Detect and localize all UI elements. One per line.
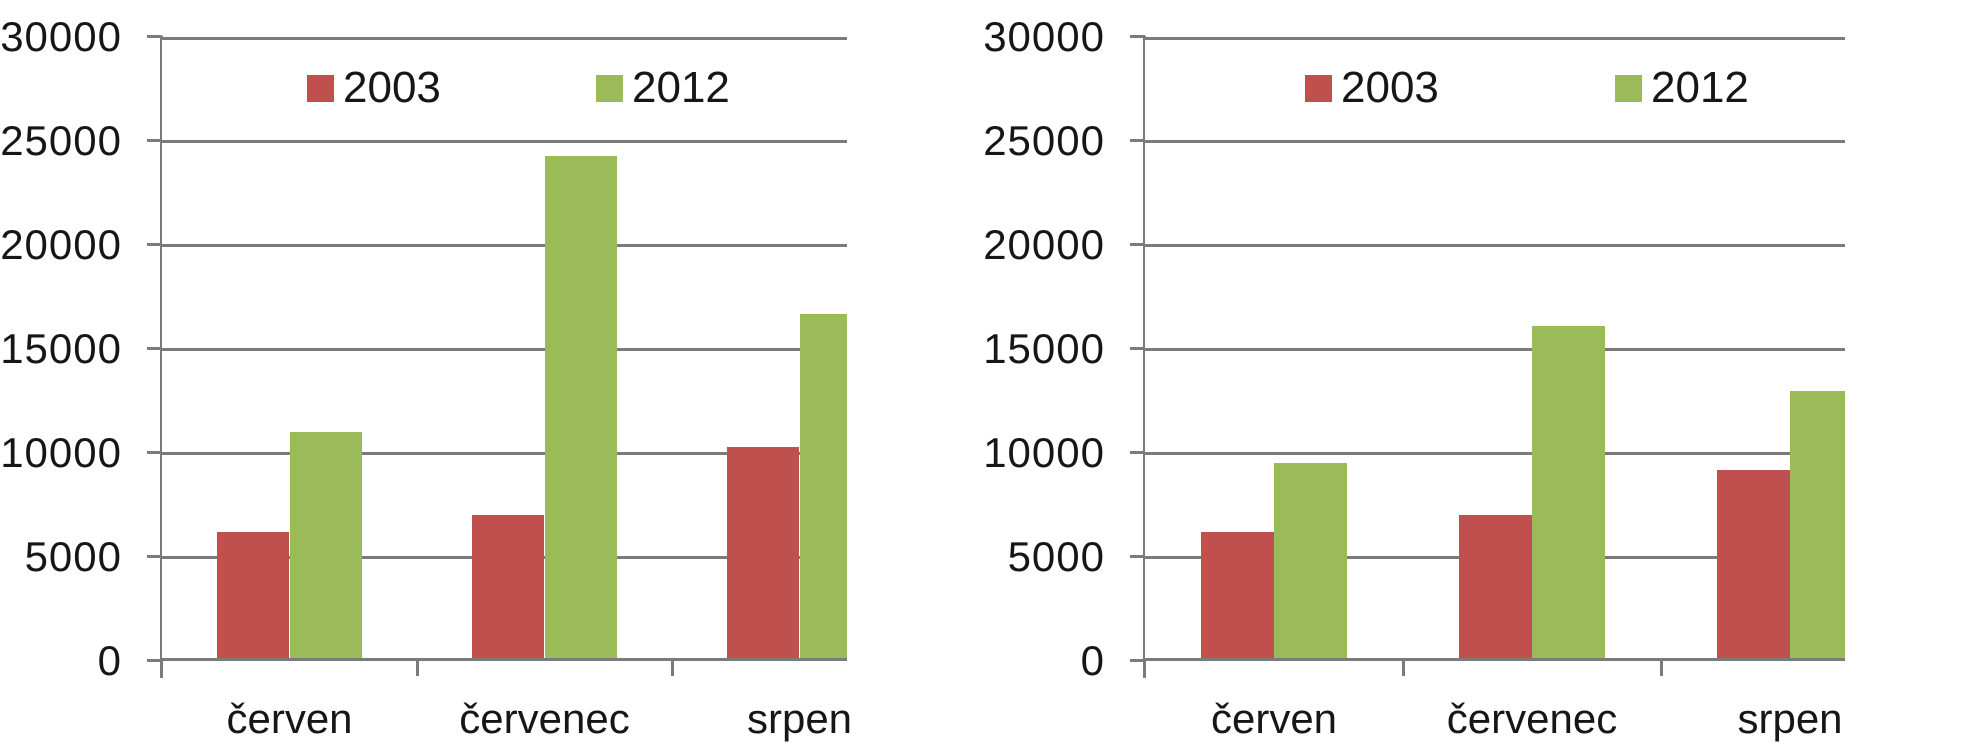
gridline (162, 140, 847, 143)
gridline (162, 348, 847, 351)
y-axis-tick (147, 35, 162, 38)
legend-item-2012: 2012 (596, 64, 730, 112)
y-axis-tick (1130, 243, 1145, 246)
x-category-label: červen (1210, 695, 1338, 742)
gridline (162, 37, 847, 40)
bar-group-červenec (1403, 37, 1661, 661)
y-axis-label: 10000 (0, 429, 122, 476)
x-axis-tick (671, 661, 674, 676)
plot-area (1145, 37, 1845, 661)
bar-2003-červenec (472, 515, 545, 661)
bar-2003-srpen (1716, 469, 1790, 661)
y-axis-label: 5000 (1007, 533, 1105, 580)
gridline (162, 452, 847, 455)
y-axis-tick (147, 243, 162, 246)
x-category-label: červenec (459, 695, 630, 742)
x-category-label: srpen (1737, 695, 1843, 742)
bar-2012-srpen (799, 313, 847, 661)
legend-label-2012: 2012 (632, 63, 730, 112)
y-axis-line (160, 36, 163, 678)
bar-2003-srpen (727, 446, 800, 661)
legend-swatch-2003 (1305, 74, 1332, 102)
gridline (1145, 37, 1845, 40)
y-axis-label: 30000 (0, 13, 122, 60)
y-axis-label: 15000 (983, 325, 1105, 372)
bar-2003-červenec (1458, 515, 1532, 661)
y-axis-tick (147, 451, 162, 454)
gridline (1145, 244, 1845, 247)
y-axis-tick (147, 555, 162, 558)
chart-left: 0 5000 10000 15000 20000 25000 30000 červen červ… (0, 0, 980, 746)
bar-2012-červen (289, 432, 362, 661)
y-axis-label: 25000 (0, 117, 122, 164)
y-axis-tick (1130, 139, 1145, 142)
legend-swatch-2012 (596, 74, 623, 102)
y-axis-line (1143, 36, 1146, 678)
y-axis-label: 20000 (0, 221, 122, 268)
y-axis-tick (1130, 35, 1145, 38)
y-axis-tick (147, 659, 162, 662)
legend-item-2012: 2012 (1615, 64, 1749, 112)
gridline (1145, 348, 1845, 351)
y-axis-label: 5000 (24, 533, 122, 580)
legend-label-2003: 2003 (343, 63, 441, 112)
x-category-label: červenec (1446, 695, 1618, 742)
bar-group-červenec (417, 37, 672, 661)
y-axis-tick (1130, 347, 1145, 350)
legend-swatch-2003 (307, 74, 334, 102)
x-category-label: červen (226, 695, 353, 742)
legend-item-2003: 2003 (1305, 64, 1439, 112)
y-axis-tick (1130, 659, 1145, 662)
gridline (1145, 452, 1845, 455)
plot-area (162, 37, 847, 661)
bar-2012-červen (1274, 463, 1348, 661)
x-axis-tick (416, 661, 419, 676)
x-axis-line (162, 658, 847, 661)
y-axis-label: 0 (97, 637, 122, 684)
bar-group-červen (162, 37, 417, 661)
y-axis-label: 30000 (983, 13, 1105, 60)
x-axis-tick (1660, 661, 1663, 676)
bar-group-srpen (672, 37, 847, 661)
y-axis-tick (147, 139, 162, 142)
y-axis-label: 20000 (983, 221, 1105, 268)
y-axis-label: 15000 (0, 325, 122, 372)
bar-2003-červen (217, 532, 290, 661)
y-axis-tick (1130, 555, 1145, 558)
x-axis-tick (1402, 661, 1405, 676)
legend-item-2003: 2003 (307, 64, 441, 112)
y-axis-label: 10000 (983, 429, 1105, 476)
legend-label-2003: 2003 (1341, 63, 1439, 112)
y-axis-label: 25000 (983, 117, 1105, 164)
legend-swatch-2012 (1615, 74, 1642, 102)
legend-label-2012: 2012 (1651, 63, 1749, 112)
gridline (162, 244, 847, 247)
bar-group-srpen (1661, 37, 1845, 661)
x-axis-line (1145, 658, 1845, 661)
y-axis-tick (1130, 451, 1145, 454)
bar-2012-červenec (544, 155, 617, 661)
y-axis-tick (147, 347, 162, 350)
bar-2012-srpen (1790, 390, 1845, 661)
bar-group-červen (1145, 37, 1403, 661)
bar-2012-červenec (1532, 326, 1606, 661)
gridline (1145, 140, 1845, 143)
bar-2003-červen (1200, 532, 1274, 661)
y-axis-label: 0 (1080, 637, 1105, 684)
chart-right: 0 5000 10000 15000 20000 25000 30000 červen červ… (980, 0, 1962, 746)
x-category-label: srpen (746, 695, 853, 742)
